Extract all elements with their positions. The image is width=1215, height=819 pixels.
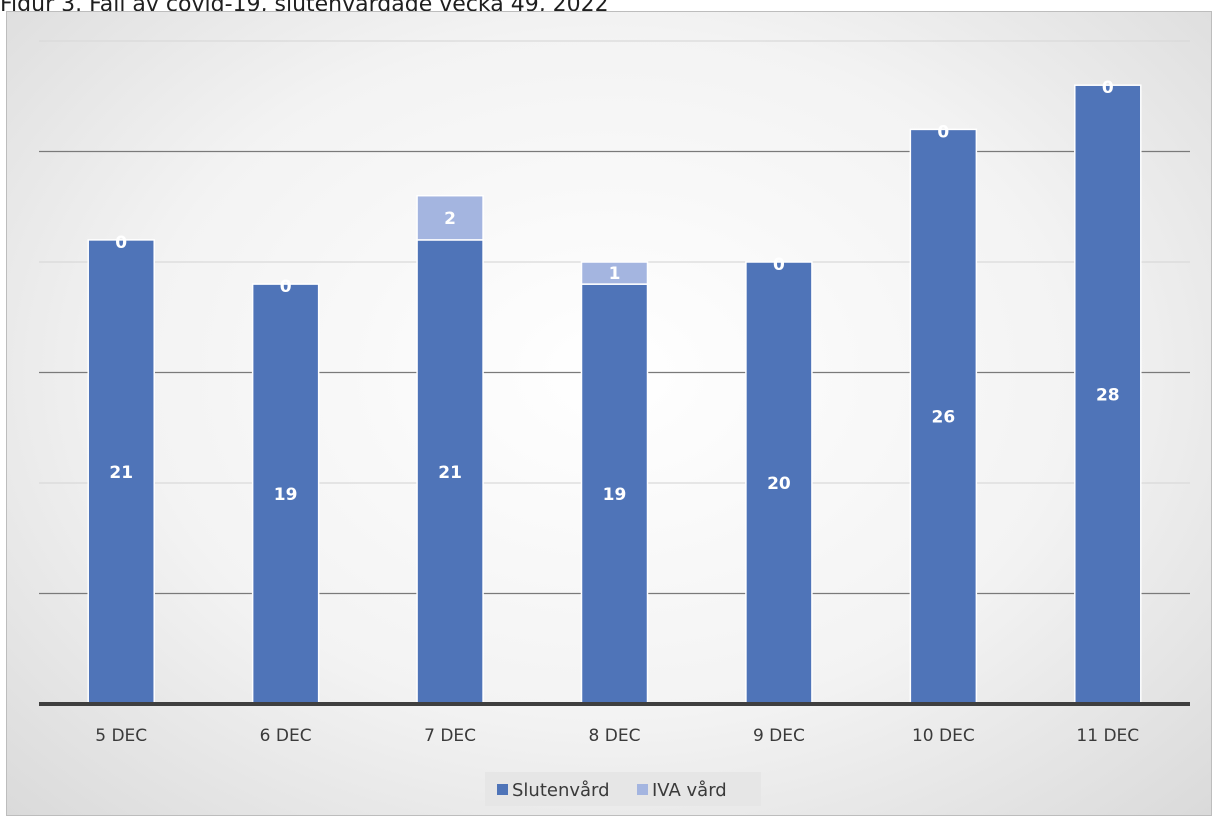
- x-tick-label: 5 DEC: [95, 726, 147, 746]
- legend: Slutenvård IVA vård: [485, 772, 761, 806]
- data-label-slutenvard-7: 28: [1096, 386, 1120, 406]
- data-label-slutenvard-4: 19: [603, 485, 627, 505]
- data-label-slutenvard-3: 21: [438, 463, 462, 483]
- data-labels: 21 0 19 0 21 2 19 1 20 0 26 0 28 0: [109, 78, 1119, 505]
- legend-swatch-slutenvard: [497, 784, 508, 795]
- chart-canvas: 5 DEC 6 DEC 7 DEC 8 DEC 9 DEC 10 DEC 11 DEC 21…: [39, 40, 1190, 806]
- data-label-iva-2: 0: [280, 277, 292, 297]
- bar-iva-3: [416, 194, 484, 241]
- data-label-slutenvard-2: 19: [274, 485, 298, 505]
- legend-swatch-iva: [637, 784, 648, 795]
- x-tick-label: 6 DEC: [260, 726, 312, 746]
- x-tick-label: 7 DEC: [424, 726, 476, 746]
- bar-slutenvard-1: [87, 239, 155, 705]
- data-label-iva-6: 0: [937, 122, 949, 142]
- x-tick-label: 8 DEC: [589, 726, 641, 746]
- x-tick-label: 9 DEC: [753, 726, 805, 746]
- data-label-slutenvard-1: 21: [109, 463, 133, 483]
- legend-label-slutenvard: Slutenvård: [512, 780, 610, 801]
- bar-slutenvard-7: [1074, 84, 1142, 705]
- x-tick-labels: 5 DEC 6 DEC 7 DEC 8 DEC 9 DEC 10 DEC 11 DEC: [95, 726, 1139, 746]
- data-label-slutenvard-5: 20: [767, 474, 791, 494]
- data-label-iva-4: 1: [609, 264, 621, 284]
- data-label-iva-1: 0: [115, 233, 127, 253]
- data-label-iva-7: 0: [1102, 78, 1114, 98]
- data-label-iva-3: 2: [444, 209, 456, 229]
- chart-area: 5 DEC 6 DEC 7 DEC 8 DEC 9 DEC 10 DEC 11 DEC 21…: [6, 11, 1212, 816]
- x-tick-label: 10 DEC: [912, 726, 975, 746]
- bar-iva-4: [580, 261, 649, 285]
- bars: [87, 84, 1142, 705]
- legend-label-iva: IVA vård: [652, 780, 727, 801]
- x-tick-label: 11 DEC: [1076, 726, 1139, 746]
- legend-box: [485, 772, 761, 806]
- data-label-slutenvard-6: 26: [932, 408, 956, 428]
- data-label-iva-5: 0: [773, 255, 785, 275]
- bar-slutenvard-2: [251, 283, 320, 705]
